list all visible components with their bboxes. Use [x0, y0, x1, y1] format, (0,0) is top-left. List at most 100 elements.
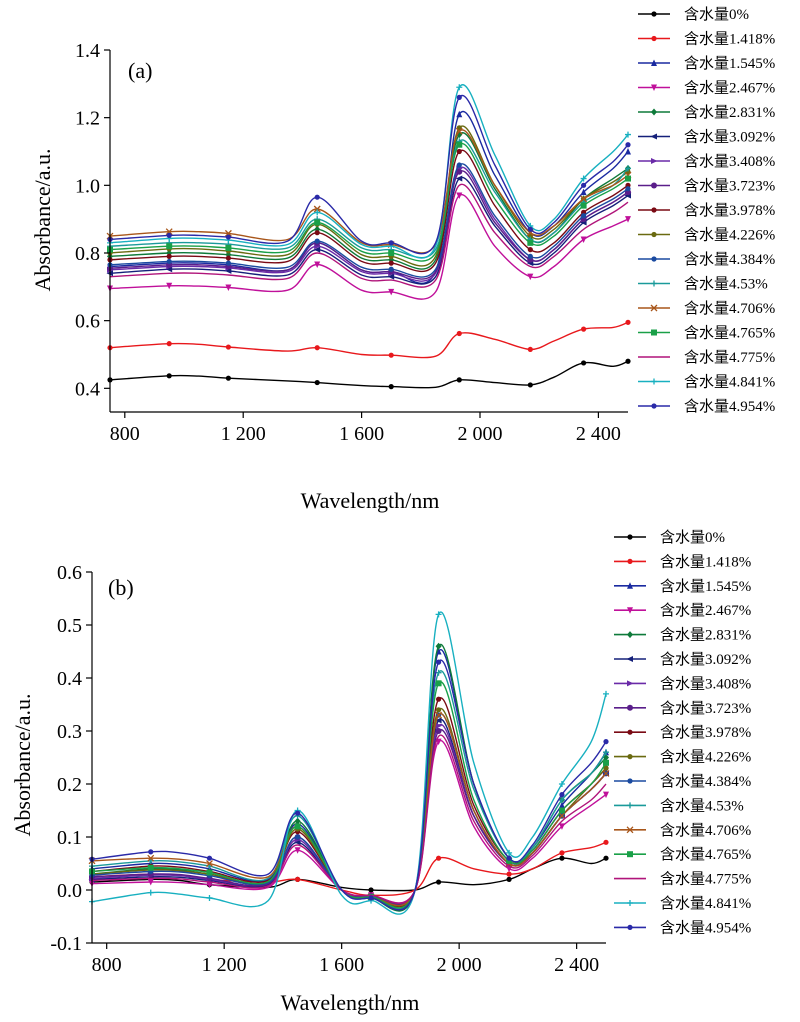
legend-marker — [650, 133, 657, 140]
data-point — [314, 379, 320, 386]
data-point — [559, 850, 565, 856]
data-point — [388, 288, 395, 296]
y-tick-label: 0.8 — [75, 243, 100, 265]
chart-panel-a: 800 1 200 1 600 2 000 2 400 0.4 0.6 0.8 1.0 1.2 1.… — [30, 6, 775, 513]
data-point — [559, 855, 565, 861]
data-point — [295, 834, 301, 840]
series-line — [109, 360, 629, 389]
data-point — [147, 889, 154, 896]
data-point — [625, 186, 631, 192]
series-line — [109, 183, 629, 288]
legend: 含水量0% 含水量1.418% 含水量1.545% 含水量2.467% 含水量2.831… — [638, 6, 775, 415]
data-point — [456, 84, 463, 91]
data-point — [581, 326, 587, 332]
data-point — [603, 791, 609, 799]
series-group — [106, 84, 632, 390]
data-point — [166, 282, 173, 290]
data-point — [625, 142, 631, 148]
legend-marker — [626, 656, 633, 662]
data-point — [625, 216, 631, 223]
data-point — [506, 855, 512, 861]
data-point — [580, 236, 587, 243]
data-point — [506, 876, 512, 883]
legend-entry: 含水量4.53% — [660, 797, 744, 814]
data-point — [625, 175, 631, 182]
data-point — [580, 188, 587, 196]
legend-entry: 含水量4.841% — [660, 895, 751, 912]
data-point — [435, 659, 442, 665]
data-point — [527, 247, 533, 253]
panel-label: (b) — [108, 575, 134, 600]
legend-marker — [627, 900, 633, 906]
series-line — [109, 139, 629, 259]
data-point — [166, 341, 172, 347]
data-point — [295, 876, 301, 883]
data-point — [294, 839, 301, 846]
legend-marker — [626, 826, 634, 834]
data-point — [388, 352, 394, 358]
series-line — [109, 176, 629, 285]
data-point — [435, 669, 442, 676]
legend-entry: 含水量3.723% — [660, 700, 751, 717]
legend-marker — [627, 704, 633, 711]
data-point — [558, 807, 565, 814]
data-point — [314, 238, 320, 244]
legend-marker — [651, 207, 657, 213]
data-point — [527, 273, 534, 281]
data-point — [165, 266, 173, 273]
series-line — [109, 125, 629, 267]
series-line — [91, 659, 607, 911]
axes: 800 1 200 1 600 2 000 2 400 -0.1 0.0 0.1 0.2 0.3 0… — [50, 562, 606, 976]
legend-marker — [627, 851, 633, 858]
data-point — [558, 796, 565, 803]
legend: 含水量0% 含水量1.418% 含水量1.545% 含水量2.467% 含水量2.831… — [614, 529, 751, 936]
data-point — [224, 229, 232, 237]
data-point — [435, 707, 442, 713]
x-axis-title: Wavelength/nm — [281, 990, 420, 1015]
series-line — [109, 94, 629, 255]
x-tick-label: 2 400 — [554, 954, 599, 976]
series-line — [109, 194, 629, 300]
legend-marker — [651, 403, 657, 409]
data-point — [456, 94, 462, 100]
data-point — [603, 765, 609, 771]
data-point — [206, 881, 213, 889]
y-tick-label: 0.2 — [57, 774, 82, 796]
series-line — [91, 718, 607, 906]
data-point — [388, 240, 394, 246]
legend-entry: 含水量2.831% — [660, 627, 751, 644]
data-point — [294, 817, 301, 825]
legend-marker — [627, 631, 633, 639]
data-point — [581, 213, 587, 219]
data-point — [455, 175, 463, 182]
legend-marker — [651, 280, 657, 287]
legend-entry: 含水量1.545% — [660, 578, 751, 595]
data-point — [435, 879, 442, 885]
data-point — [435, 717, 442, 724]
data-point — [581, 182, 587, 188]
y-tick-label: 0.3 — [57, 721, 82, 743]
data-point — [456, 141, 463, 148]
x-tick-label: 1 200 — [202, 954, 247, 976]
data-point — [388, 266, 394, 272]
legend-marker — [651, 378, 657, 385]
legend-entry: 含水量4.384% — [660, 773, 751, 790]
legend-marker — [627, 534, 633, 540]
legend-marker — [651, 35, 657, 42]
legend-marker — [651, 182, 657, 189]
legend-marker — [651, 59, 657, 66]
y-axis-title: Absorbance/a.u. — [30, 149, 55, 292]
series-line — [109, 142, 629, 262]
data-point — [295, 810, 301, 816]
data-point — [602, 769, 610, 777]
series-line — [109, 321, 629, 359]
data-point — [147, 879, 154, 886]
legend-marker — [651, 11, 657, 17]
legend-entry: 含水量4.765% — [684, 325, 775, 342]
legend-marker — [651, 158, 658, 164]
data-point — [456, 168, 463, 175]
data-point — [603, 839, 609, 845]
legend-marker — [627, 778, 633, 784]
legend-entry: 含水量4.841% — [684, 374, 775, 391]
legend-entry: 含水量4.954% — [684, 398, 775, 415]
